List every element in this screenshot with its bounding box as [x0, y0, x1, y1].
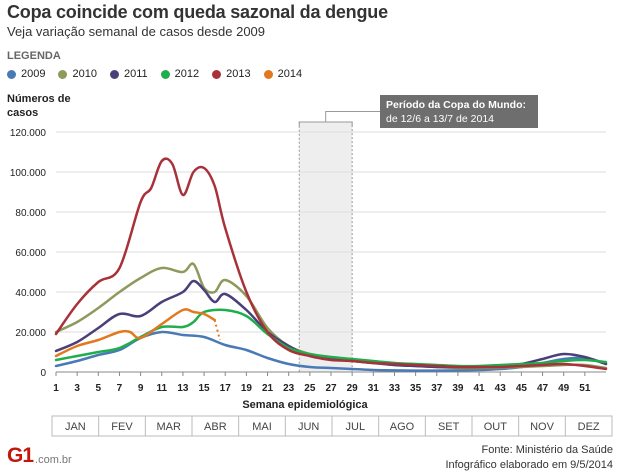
x-tick-label: 49 [558, 383, 570, 394]
month-label: NOV [530, 421, 555, 433]
x-tick-label: 3 [74, 383, 80, 394]
legend-label-2009: 2009 [21, 68, 46, 80]
month-label: JUN [298, 421, 319, 433]
legend-swatch-2014 [263, 69, 273, 79]
legend-title: LEGENDA [7, 50, 61, 62]
x-tick-label: 29 [347, 383, 359, 394]
x-tick-label: 47 [537, 383, 549, 394]
chart-title: Copa coincide com queda sazonal da dengu… [7, 2, 388, 22]
legend-label-2011: 2011 [123, 68, 148, 80]
y-tick-label: 20.000 [15, 328, 46, 339]
legend-item-2010: 2010 [58, 68, 97, 80]
legend-swatch-2012 [160, 69, 170, 79]
x-tick-label: 45 [516, 383, 528, 394]
x-tick-label: 21 [262, 383, 274, 394]
g1-logo: G1 .com.br [7, 445, 72, 467]
series-projection-2014 [213, 319, 221, 341]
callout-line-2: de 12/6 a 13/7 de 2014 [386, 113, 494, 125]
g1-logo-mark: G1 [7, 444, 34, 467]
legend-swatch-2013 [212, 69, 222, 79]
x-tick-label: 41 [474, 383, 486, 394]
legend-label-2014: 2014 [277, 68, 303, 80]
month-label: MAR [156, 421, 181, 433]
series-line-2013 [54, 157, 608, 371]
y-tick-label: 120.000 [10, 128, 47, 139]
legend-label-2010: 2010 [72, 68, 97, 80]
x-tick-label: 5 [96, 383, 102, 394]
y-tick-label: 0 [40, 368, 46, 379]
legend-label-2012: 2012 [174, 68, 200, 80]
y-tick-label: 60.000 [15, 248, 46, 259]
legend-swatch-2011 [109, 69, 119, 79]
x-axis-title: Semana epidemiológica [242, 399, 368, 411]
x-tick-label: 43 [495, 383, 507, 394]
legend-item-2009: 2009 [7, 68, 45, 80]
x-tick-label: 31 [368, 383, 380, 394]
x-tick-label: 7 [117, 383, 123, 394]
month-label: OUT [484, 421, 508, 433]
legend-swatch-2010 [58, 69, 68, 79]
legend-item-2013: 2013 [212, 68, 251, 80]
source-note: Fonte: Ministério da Saúde [481, 444, 613, 456]
month-label: FEV [111, 421, 133, 433]
month-label: ABR [204, 421, 227, 433]
x-tick-label: 19 [241, 383, 253, 394]
y-tick-label: 40.000 [15, 288, 46, 299]
line-chart: 0 20.000 40.000 60.000 80.000 100.000 120.000 1… [10, 95, 613, 437]
x-tick-label: 25 [304, 383, 316, 394]
month-label: JAN [65, 421, 86, 433]
legend: 2009 2010 2011 2012 2013 2014 [7, 68, 302, 80]
x-tick-label: 13 [177, 383, 189, 394]
x-tick-label: 33 [389, 383, 401, 394]
x-tick-label: 51 [579, 383, 591, 394]
x-tick-label: 1 [53, 383, 59, 394]
month-label: JUL [346, 421, 366, 433]
legend-item-2014: 2014 [263, 68, 303, 80]
legend-item-2012: 2012 [160, 68, 200, 80]
callout-leader [325, 111, 380, 122]
x-tick-label: 35 [410, 383, 422, 394]
series-line-2014 [54, 308, 216, 358]
x-tick-label: 11 [156, 383, 167, 394]
legend-label-2013: 2013 [226, 68, 251, 80]
callout-box [380, 95, 538, 128]
month-label: DEZ [578, 421, 600, 433]
g1-logo-domain: .com.br [35, 454, 72, 466]
x-tick-label: 27 [325, 383, 337, 394]
month-label: SET [438, 421, 460, 433]
y-axis-title: Números de casos [7, 93, 71, 119]
x-tick-label: 17 [220, 383, 232, 394]
month-label: AGO [390, 421, 415, 433]
x-tick-label: 39 [452, 383, 464, 394]
legend-swatch-2009 [7, 69, 16, 79]
world-cup-band [299, 122, 353, 372]
x-tick-label: 15 [199, 383, 211, 394]
x-tick-label: 37 [431, 383, 443, 394]
legend-item-2011: 2011 [109, 68, 148, 80]
callout-line-1: Período da Copa do Mundo: [386, 99, 526, 111]
x-tick-label: 9 [138, 383, 144, 394]
y-tick-label: 100.000 [10, 168, 47, 179]
month-label: MAI [252, 421, 272, 433]
x-tick-label: 23 [283, 383, 295, 394]
chart-subtitle: Veja variação semanal de casos desde 200… [7, 24, 266, 39]
y-tick-label: 80.000 [15, 208, 46, 219]
credit-note: Infográfico elaborado em 9/5/2014 [445, 459, 613, 471]
